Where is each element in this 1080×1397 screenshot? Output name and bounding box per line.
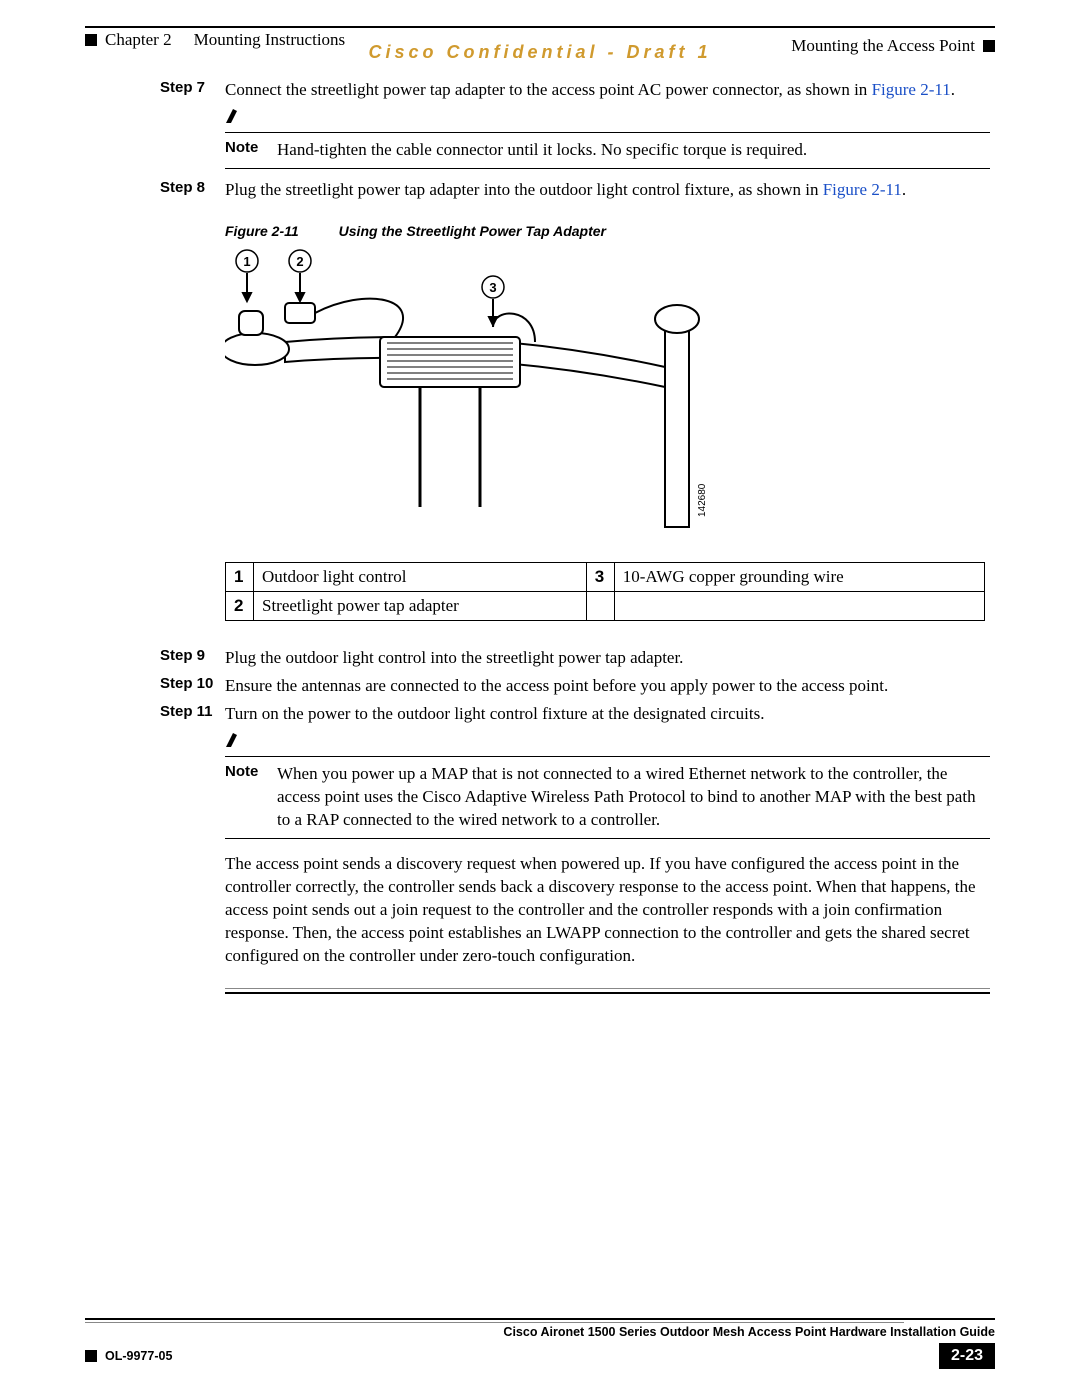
step-11: Step 11 Turn on the power to the outdoor… <box>160 703 990 725</box>
step-text-end: . <box>902 180 906 199</box>
drawing-id: 142680 <box>697 483 708 517</box>
legend-num: 2 <box>226 592 254 621</box>
note-block: Note Hand-tighten the cable connector un… <box>225 132 990 169</box>
step-10: Step 10 Ensure the antennas are connecte… <box>160 675 990 697</box>
figure-caption: Figure 2-11 Using the Streetlight Power T… <box>225 223 990 239</box>
step-8: Step 8 Plug the streetlight power tap ad… <box>160 179 990 201</box>
chapter-number: Chapter 2 <box>105 30 172 50</box>
step-text-end: . <box>951 80 955 99</box>
page-number-badge: 2-23 <box>939 1343 995 1369</box>
step-body: Connect the streetlight power tap adapte… <box>225 79 990 101</box>
legend-text: 10-AWG copper grounding wire <box>614 563 984 592</box>
figure-link[interactable]: Figure 2-11 <box>872 80 951 99</box>
legend-num: 3 <box>586 563 614 592</box>
note-label: Note <box>225 763 277 832</box>
legend-text: Outdoor light control <box>254 563 587 592</box>
note-text: Hand-tighten the cable connector until i… <box>277 139 990 162</box>
table-row: 2 Streetlight power tap adapter <box>226 592 985 621</box>
pencil-icon <box>225 107 990 128</box>
chapter-title: Mounting Instructions <box>194 30 346 50</box>
figure-title: Using the Streetlight Power Tap Adapter <box>339 223 606 239</box>
step-body: Ensure the antennas are connected to the… <box>225 675 990 697</box>
page-footer: Cisco Aironet 1500 Series Outdoor Mesh A… <box>85 1318 995 1369</box>
step-text: Connect the streetlight power tap adapte… <box>225 80 872 99</box>
header-rule <box>85 26 995 28</box>
footer-square-icon <box>85 1350 97 1362</box>
step-9: Step 9 Plug the outdoor light control in… <box>160 647 990 669</box>
body-paragraph: The access point sends a discovery reque… <box>225 853 990 968</box>
step-label: Step 10 <box>160 675 225 697</box>
footer-guide-title: Cisco Aironet 1500 Series Outdoor Mesh A… <box>85 1325 995 1339</box>
step-text: Plug the streetlight power tap adapter i… <box>225 180 823 199</box>
callout-3: 3 <box>489 280 496 295</box>
table-row: 1 Outdoor light control 3 10-AWG copper … <box>226 563 985 592</box>
header-square-icon <box>983 40 995 52</box>
legend-num: 1 <box>226 563 254 592</box>
step-label: Step 7 <box>160 79 225 101</box>
step-body: Plug the streetlight power tap adapter i… <box>225 179 990 201</box>
step-label: Step 11 <box>160 703 225 725</box>
callout-2: 2 <box>296 254 303 269</box>
note-label: Note <box>225 139 277 162</box>
figure-link[interactable]: Figure 2-11 <box>823 180 902 199</box>
note-block: Note When you power up a MAP that is not… <box>225 756 990 839</box>
legend-text: Streetlight power tap adapter <box>254 592 587 621</box>
step-7: Step 7 Connect the streetlight power tap… <box>160 79 990 101</box>
step-label: Step 8 <box>160 179 225 201</box>
figure-diagram: 1 2 3 <box>225 247 990 542</box>
figure-label: Figure 2-11 <box>225 223 299 239</box>
pencil-icon <box>225 731 990 752</box>
note-text: When you power up a MAP that is not conn… <box>277 763 990 832</box>
closing-rules <box>225 988 990 994</box>
callout-1: 1 <box>243 254 250 269</box>
step-body: Plug the outdoor light control into the … <box>225 647 990 669</box>
header-square-icon <box>85 34 97 46</box>
figure-legend-table: 1 Outdoor light control 3 10-AWG copper … <box>225 562 985 621</box>
section-title: Mounting the Access Point <box>791 36 975 56</box>
step-label: Step 9 <box>160 647 225 669</box>
step-body: Turn on the power to the outdoor light c… <box>225 703 990 725</box>
footer-doc-number: OL-9977-05 <box>105 1349 172 1363</box>
